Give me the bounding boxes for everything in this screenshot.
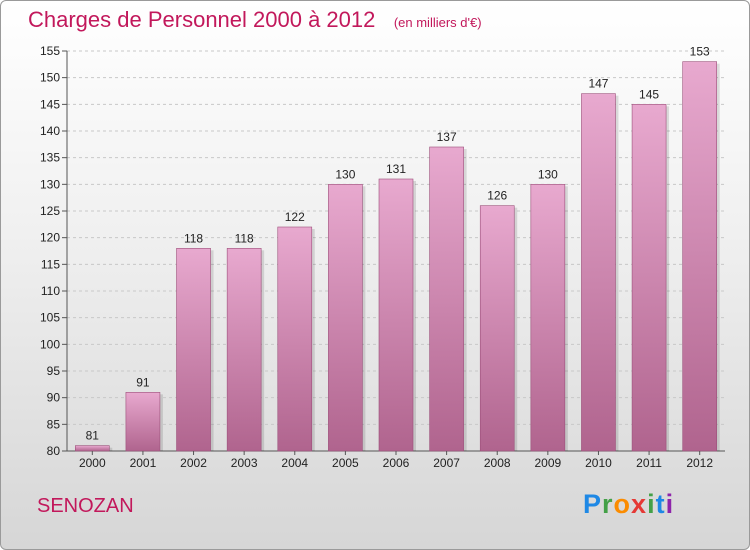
value-label: 145 — [639, 87, 659, 101]
x-tick-label: 2000 — [79, 456, 106, 470]
place-name: SENOZAN — [37, 495, 134, 517]
y-tick-label: 105 — [40, 311, 60, 325]
x-tick-label: 2007 — [433, 456, 460, 470]
bar — [581, 93, 616, 452]
value-label: 130 — [538, 167, 558, 181]
bar — [479, 205, 515, 452]
proxiti-logo: Proxiti — [583, 489, 674, 520]
bar — [631, 104, 667, 452]
x-tick-label: 2009 — [534, 456, 561, 470]
y-tick-label: 100 — [40, 337, 60, 351]
x-tick-label: 2010 — [585, 456, 612, 470]
y-tick-label: 95 — [47, 364, 61, 378]
bar — [176, 248, 211, 452]
value-label: 118 — [184, 231, 203, 245]
x-tick-label: 2003 — [231, 456, 258, 470]
logo-letter: t — [655, 489, 666, 519]
y-tick-label: 120 — [40, 231, 60, 245]
value-label: 118 — [235, 231, 254, 245]
y-tick-label: 145 — [40, 97, 60, 111]
value-label: 131 — [386, 162, 406, 176]
logo-letter: o — [613, 489, 632, 519]
chart-title: Charges de Personnel 2000 à 2012 — [28, 7, 376, 32]
x-tick-label: 2008 — [484, 456, 511, 470]
bar — [328, 184, 363, 452]
value-label: 126 — [487, 189, 507, 203]
value-label: 91 — [136, 375, 150, 389]
chart-title-block: Charges de Personnel 2000 à 2012 (en mil… — [28, 7, 482, 33]
logo-letter: i — [647, 489, 656, 519]
x-tick-label: 2001 — [130, 456, 157, 470]
value-label: 153 — [690, 45, 710, 59]
bar — [378, 178, 414, 452]
y-tick-label: 85 — [47, 417, 61, 431]
y-tick-label: 155 — [40, 44, 60, 58]
x-tick-label: 2006 — [383, 456, 410, 470]
y-tick-label: 110 — [41, 284, 60, 298]
y-tick-label: 80 — [47, 444, 61, 458]
value-label: 130 — [335, 167, 355, 181]
y-tick-label: 115 — [41, 257, 60, 271]
bar — [75, 445, 110, 452]
bar — [530, 184, 566, 452]
bar — [125, 392, 161, 452]
x-tick-label: 2011 — [636, 456, 662, 470]
logo-letter: r — [602, 489, 614, 519]
bar — [277, 226, 313, 452]
logo-letter: P — [583, 489, 603, 519]
x-tick-label: 2004 — [281, 456, 308, 470]
chart-subtitle: (en milliers d'€) — [393, 15, 482, 30]
x-tick-label: 2012 — [686, 456, 713, 470]
y-tick-label: 140 — [40, 124, 60, 138]
logo-letter: x — [631, 489, 648, 519]
bar — [429, 146, 464, 452]
y-tick-label: 150 — [40, 71, 60, 85]
bar — [226, 248, 262, 452]
value-label: 122 — [285, 210, 305, 224]
logo-letter: i — [665, 489, 675, 519]
y-tick-label: 90 — [47, 391, 61, 405]
x-tick-label: 2005 — [332, 456, 359, 470]
y-tick-label: 125 — [40, 204, 60, 218]
value-label: 147 — [588, 77, 608, 91]
bar — [682, 61, 717, 452]
x-tick-label: 2002 — [180, 456, 207, 470]
value-label: 137 — [437, 130, 457, 144]
value-label: 81 — [86, 429, 100, 443]
y-tick-label: 135 — [40, 151, 60, 165]
y-tick-label: 130 — [40, 177, 60, 191]
